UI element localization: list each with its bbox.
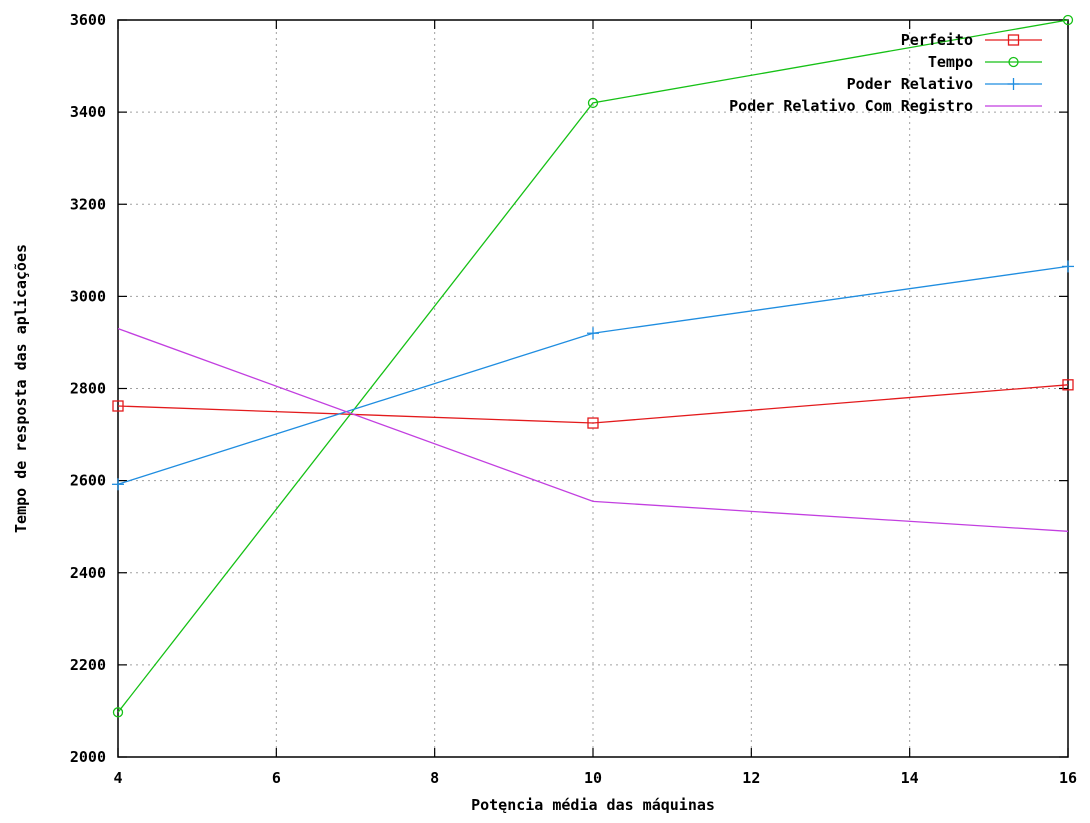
legend-entry: Poder Relativo Com Registro	[729, 97, 1042, 115]
y-tick-label: 2600	[70, 472, 106, 490]
legend-marker	[1007, 78, 1020, 90]
legend: Perfeito Tempo Poder Relativo Poder Relativ…	[729, 31, 1042, 115]
legend-entry: Tempo	[928, 53, 1042, 71]
data-point	[112, 707, 124, 718]
y-tick-label: 2800	[70, 380, 106, 398]
data-point	[112, 400, 124, 412]
series-0	[112, 379, 1074, 429]
data-point	[1062, 14, 1074, 26]
series-line	[117, 384, 1069, 424]
data-point	[587, 97, 599, 109]
y-tick-label: 3400	[70, 103, 106, 121]
x-tick-label: 6	[272, 769, 281, 787]
x-tick-label: 10	[584, 769, 602, 787]
series-line	[117, 327, 1069, 532]
series-2	[112, 260, 1074, 491]
x-tick-label: 12	[742, 769, 760, 787]
x-tick-label: 4	[113, 769, 122, 787]
y-tick-label: 3200	[70, 195, 106, 213]
y-tick-label: 3000	[70, 287, 106, 305]
series-1	[112, 14, 1074, 718]
data-point	[587, 327, 599, 340]
data-point	[112, 478, 124, 491]
x-axis-label: Potęncia média das máquinas	[471, 796, 715, 814]
legend-marker	[1007, 34, 1020, 46]
legend-marker	[1008, 56, 1019, 68]
x-tick-label: 14	[901, 769, 919, 787]
x-tick-label: 16	[1059, 769, 1077, 787]
grid-lines	[118, 20, 1068, 757]
legend-entry: Poder Relativo	[847, 75, 1042, 93]
legend-label: Perfeito	[901, 31, 973, 49]
y-tick-label: 2400	[70, 564, 106, 582]
legend-label: Tempo	[928, 53, 973, 71]
axis-ticks: 2000 2200 2400 2600 2800 3000 3200 3400 3600 4 6 8 1…	[70, 11, 1077, 787]
legend-label: Poder Relativo Com Registro	[729, 97, 973, 115]
y-axis-label: Tempo de resposta das aplicações	[12, 244, 30, 533]
data-point	[1062, 379, 1074, 391]
series-group	[112, 14, 1074, 718]
x-tick-label: 8	[430, 769, 439, 787]
data-point	[587, 417, 599, 429]
y-tick-label: 2000	[70, 748, 106, 766]
y-tick-label: 3600	[70, 11, 106, 29]
series-line	[117, 19, 1069, 713]
series-3	[117, 327, 1069, 532]
data-point	[1062, 260, 1074, 273]
y-tick-label: 2200	[70, 656, 106, 674]
legend-entry: Perfeito	[901, 31, 1042, 49]
legend-label: Poder Relativo	[847, 75, 973, 93]
